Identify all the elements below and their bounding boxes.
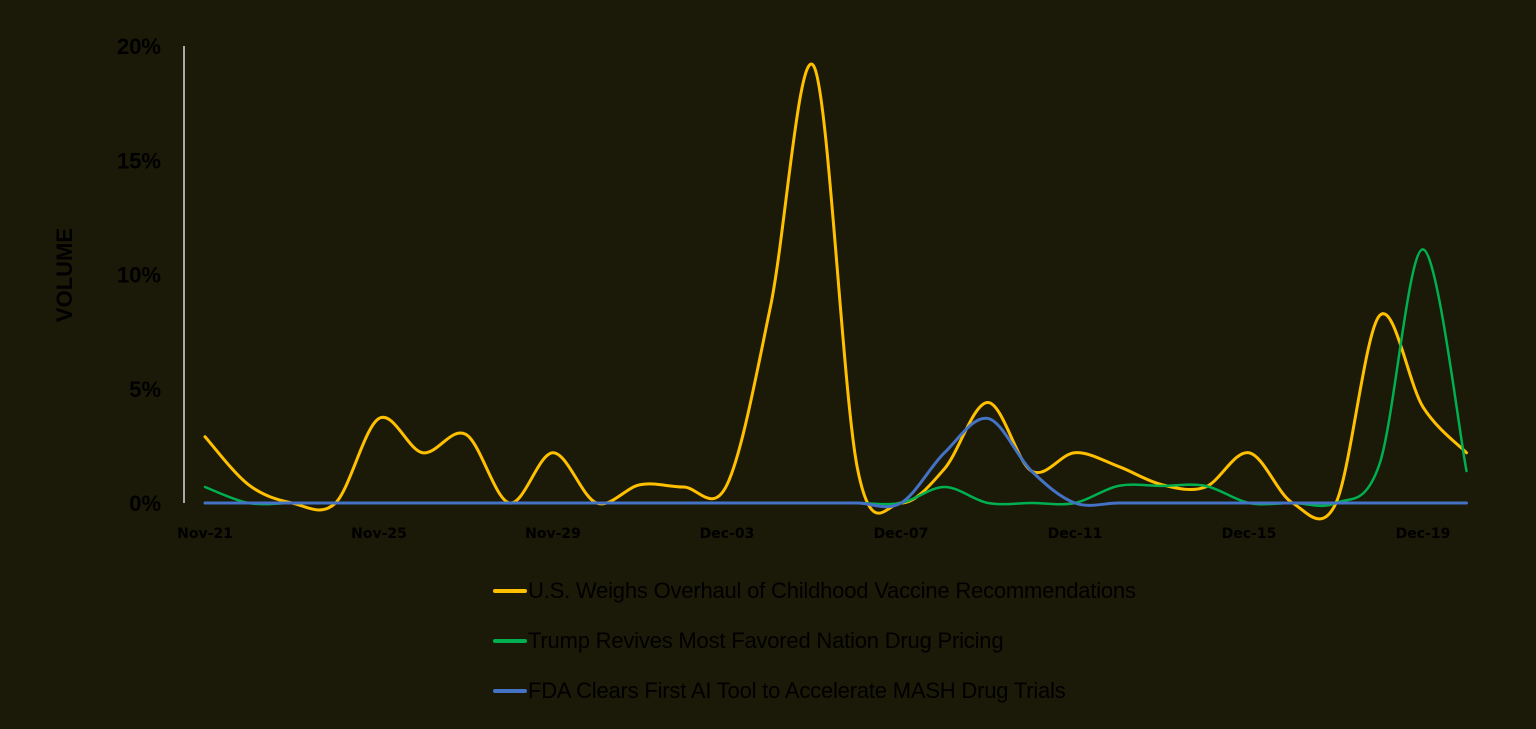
legend-item-drug-pricing[interactable]: Trump Revives Most Favored Nation Drug P… <box>493 616 1136 666</box>
legend-item-fda-ai-tool[interactable]: FDA Clears First AI Tool to Accelerate M… <box>493 666 1136 716</box>
x-tick-label: Dec-07 <box>874 526 929 542</box>
y-tick-label: 0% <box>129 491 161 516</box>
y-tick-label: 5% <box>129 377 161 402</box>
y-tick-label: 15% <box>117 148 161 173</box>
legend-swatch-drug-pricing-icon <box>493 639 527 643</box>
legend-label: Trump Revives Most Favored Nation Drug P… <box>528 628 1004 653</box>
legend-label: FDA Clears First AI Tool to Accelerate M… <box>528 678 1066 703</box>
x-tick-label: Dec-03 <box>700 526 755 542</box>
series-line-fda-ai-tool <box>203 416 1468 509</box>
y-axis: 0% 5% 10% 15% 20% <box>117 34 185 516</box>
x-tick-label: Dec-15 <box>1222 526 1277 542</box>
x-axis: Nov-21 Nov-25 Nov-29 Dec-03 Dec-07 Dec-11 Dec-… <box>177 526 1450 542</box>
series-layer <box>203 62 1468 521</box>
series-line-vaccine <box>203 62 1468 521</box>
x-tick-label: Nov-25 <box>351 526 407 542</box>
y-axis-title: VOLUME <box>52 228 77 322</box>
y-tick-label: 10% <box>117 263 161 288</box>
legend: U.S. Weighs Overhaul of Childhood Vaccin… <box>493 566 1136 716</box>
x-tick-label: Nov-29 <box>525 526 581 542</box>
x-tick-label: Dec-11 <box>1048 526 1103 542</box>
x-tick-label: Nov-21 <box>177 526 233 542</box>
legend-swatch-fda-ai-tool-icon <box>493 689 527 693</box>
series-line-drug-pricing <box>203 248 1468 508</box>
x-tick-label: Dec-19 <box>1396 526 1451 542</box>
y-tick-label: 20% <box>117 34 161 59</box>
legend-label: U.S. Weighs Overhaul of Childhood Vaccin… <box>528 578 1136 603</box>
legend-swatch-vaccine-icon <box>493 589 527 593</box>
legend-item-vaccine[interactable]: U.S. Weighs Overhaul of Childhood Vaccin… <box>493 566 1136 616</box>
